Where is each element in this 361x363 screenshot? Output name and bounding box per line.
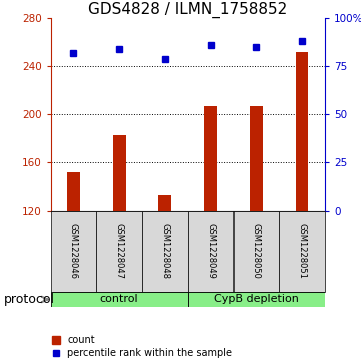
Text: CypB depletion: CypB depletion xyxy=(214,294,299,305)
Bar xyxy=(296,52,308,211)
Bar xyxy=(67,172,80,211)
Text: GSM1228051: GSM1228051 xyxy=(297,224,306,279)
Text: GSM1228046: GSM1228046 xyxy=(69,223,78,280)
Bar xyxy=(51,292,188,307)
Bar xyxy=(142,211,188,292)
Text: GSM1228048: GSM1228048 xyxy=(160,223,169,280)
Bar xyxy=(188,211,233,292)
Bar xyxy=(250,106,263,211)
Text: control: control xyxy=(100,294,138,305)
Text: GSM1228047: GSM1228047 xyxy=(115,223,123,280)
Bar xyxy=(188,292,325,307)
Bar xyxy=(234,211,279,292)
Text: GSM1228050: GSM1228050 xyxy=(252,224,261,279)
Bar xyxy=(204,106,217,211)
Text: protocol: protocol xyxy=(4,293,55,306)
Bar xyxy=(96,211,142,292)
Bar xyxy=(113,135,126,211)
Title: GDS4828 / ILMN_1758852: GDS4828 / ILMN_1758852 xyxy=(88,2,287,18)
Legend: count, percentile rank within the sample: count, percentile rank within the sample xyxy=(52,335,232,358)
Bar xyxy=(279,211,325,292)
Bar xyxy=(158,195,171,211)
Text: GSM1228049: GSM1228049 xyxy=(206,224,215,279)
Bar xyxy=(51,211,96,292)
